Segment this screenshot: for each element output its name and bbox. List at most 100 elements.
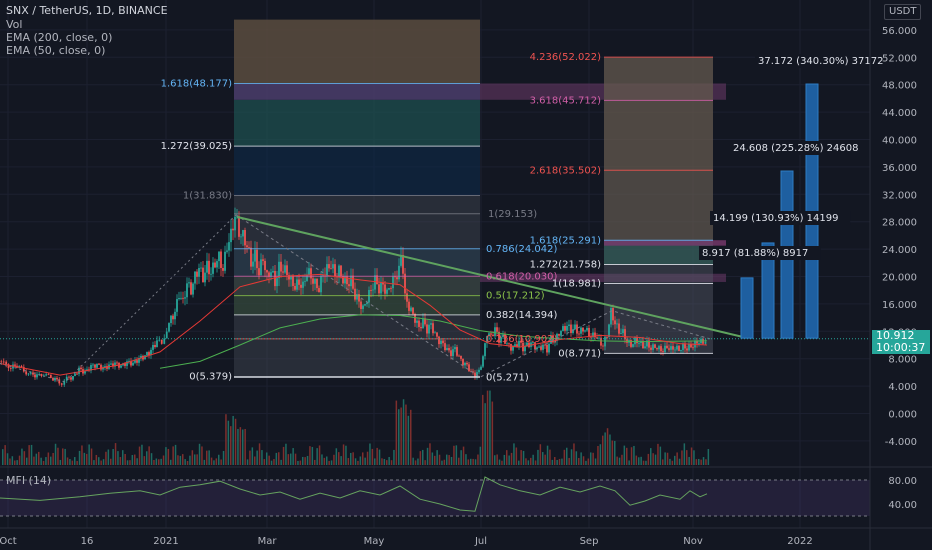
- volume-bar: [177, 455, 179, 465]
- ema200-legend[interactable]: EMA (200, close, 0): [6, 31, 113, 44]
- candle-body: [468, 364, 470, 372]
- volume-bar: [345, 445, 347, 465]
- volume-bar: [628, 460, 630, 465]
- dashed-projection: [235, 214, 711, 378]
- candle-body: [278, 261, 280, 279]
- candle-body: [386, 289, 388, 294]
- volume-bar: [400, 407, 402, 465]
- volume-bar: [33, 456, 35, 465]
- candle-body: [52, 378, 54, 381]
- volume-bar: [429, 443, 431, 465]
- volume-bar: [470, 458, 472, 465]
- volume-bar: [460, 450, 462, 465]
- symbol-title[interactable]: SNX / TetherUS, 1D, BINANCE: [6, 4, 168, 17]
- candle-body: [100, 364, 102, 370]
- volume-bar: [496, 454, 498, 465]
- volume-bar: [357, 460, 359, 465]
- fib-ext-label: 3.618(45.712): [530, 95, 602, 106]
- candle-body: [54, 377, 56, 381]
- candle-body: [220, 251, 222, 268]
- candle-body: [624, 329, 626, 340]
- candle-body: [2, 361, 5, 363]
- candle-body: [248, 247, 250, 248]
- candle-body: [354, 288, 356, 300]
- volume-bar: [328, 460, 330, 465]
- volume-bar: [297, 460, 299, 465]
- overlay-lines: [0, 56, 870, 383]
- candle-body: [376, 275, 378, 285]
- volume-bar: [134, 454, 136, 465]
- candle-body: [45, 374, 48, 376]
- ema50-legend[interactable]: EMA (50, close, 0): [6, 44, 106, 57]
- volume-bar: [477, 454, 479, 465]
- candle-body: [282, 271, 284, 273]
- candle-body: [670, 346, 672, 350]
- volume-bar: [554, 457, 556, 465]
- candle-body: [384, 284, 386, 294]
- volume-bar: [126, 460, 129, 465]
- candle-body: [638, 342, 640, 344]
- volume-bar: [318, 445, 321, 465]
- candle-body: [520, 340, 522, 343]
- candle-body: [516, 344, 518, 348]
- fib-labels: 1(31.830) 1(29.153) 0.786(24.042) 0.618(20.…: [161, 52, 602, 383]
- candle-body: [632, 344, 634, 347]
- volume-bar: [2, 449, 4, 465]
- candle-body: [426, 324, 428, 334]
- candle-body: [228, 242, 230, 251]
- fib-band-1: [234, 146, 480, 196]
- volume-bar: [369, 443, 371, 465]
- volume-bar: [100, 460, 102, 465]
- currency-button[interactable]: USDT: [884, 4, 922, 20]
- volume-bar: [621, 454, 623, 465]
- candle-body: [258, 268, 260, 276]
- vol-legend[interactable]: Vol: [6, 18, 23, 31]
- candle-body: [330, 268, 332, 270]
- candle-body: [182, 297, 184, 299]
- volume-bar: [525, 458, 527, 465]
- candle-body: [304, 280, 306, 282]
- candle-body: [574, 324, 576, 330]
- candle-body: [644, 346, 646, 349]
- candle-body: [378, 284, 380, 294]
- candle-body: [94, 364, 96, 368]
- candle-body: [29, 372, 32, 374]
- volume-bar: [546, 445, 549, 465]
- volume-bar: [141, 444, 143, 465]
- volume-bar: [390, 460, 393, 465]
- volume-bar: [664, 452, 666, 465]
- volume-bar: [6, 453, 9, 465]
- candle-body: [558, 333, 560, 336]
- candle-body: [346, 276, 348, 285]
- candle-body: [110, 363, 112, 365]
- candle-body: [294, 285, 296, 290]
- fib-band-3: [234, 83, 480, 100]
- volume-bar: [563, 449, 566, 465]
- candle-body: [698, 343, 700, 344]
- volume-bar: [503, 454, 506, 465]
- volume-bar: [306, 455, 309, 465]
- candle-body: [556, 333, 558, 341]
- candle-body: [58, 379, 61, 384]
- volume-bar: [124, 453, 126, 465]
- volume-bar: [410, 409, 412, 465]
- volume-bar: [186, 460, 189, 465]
- candle-body: [230, 228, 232, 243]
- volume-bar: [59, 459, 62, 465]
- fib-level-label: 0.618(20.030): [486, 271, 558, 282]
- volume-bar: [395, 400, 398, 465]
- candle-body: [176, 299, 178, 312]
- volume-bar: [95, 454, 98, 465]
- volume-bar: [688, 456, 690, 465]
- candle-body: [616, 323, 618, 325]
- candle-body: [686, 348, 688, 351]
- candle-body: [194, 271, 196, 284]
- volume-bar: [674, 455, 676, 465]
- volume-bar: [556, 459, 558, 465]
- volume-bar: [47, 452, 50, 465]
- volume-bar: [290, 453, 292, 465]
- volume-bar: [659, 446, 662, 465]
- mfi-legend[interactable]: MFI (14): [6, 474, 52, 487]
- volume-bar: [549, 449, 551, 465]
